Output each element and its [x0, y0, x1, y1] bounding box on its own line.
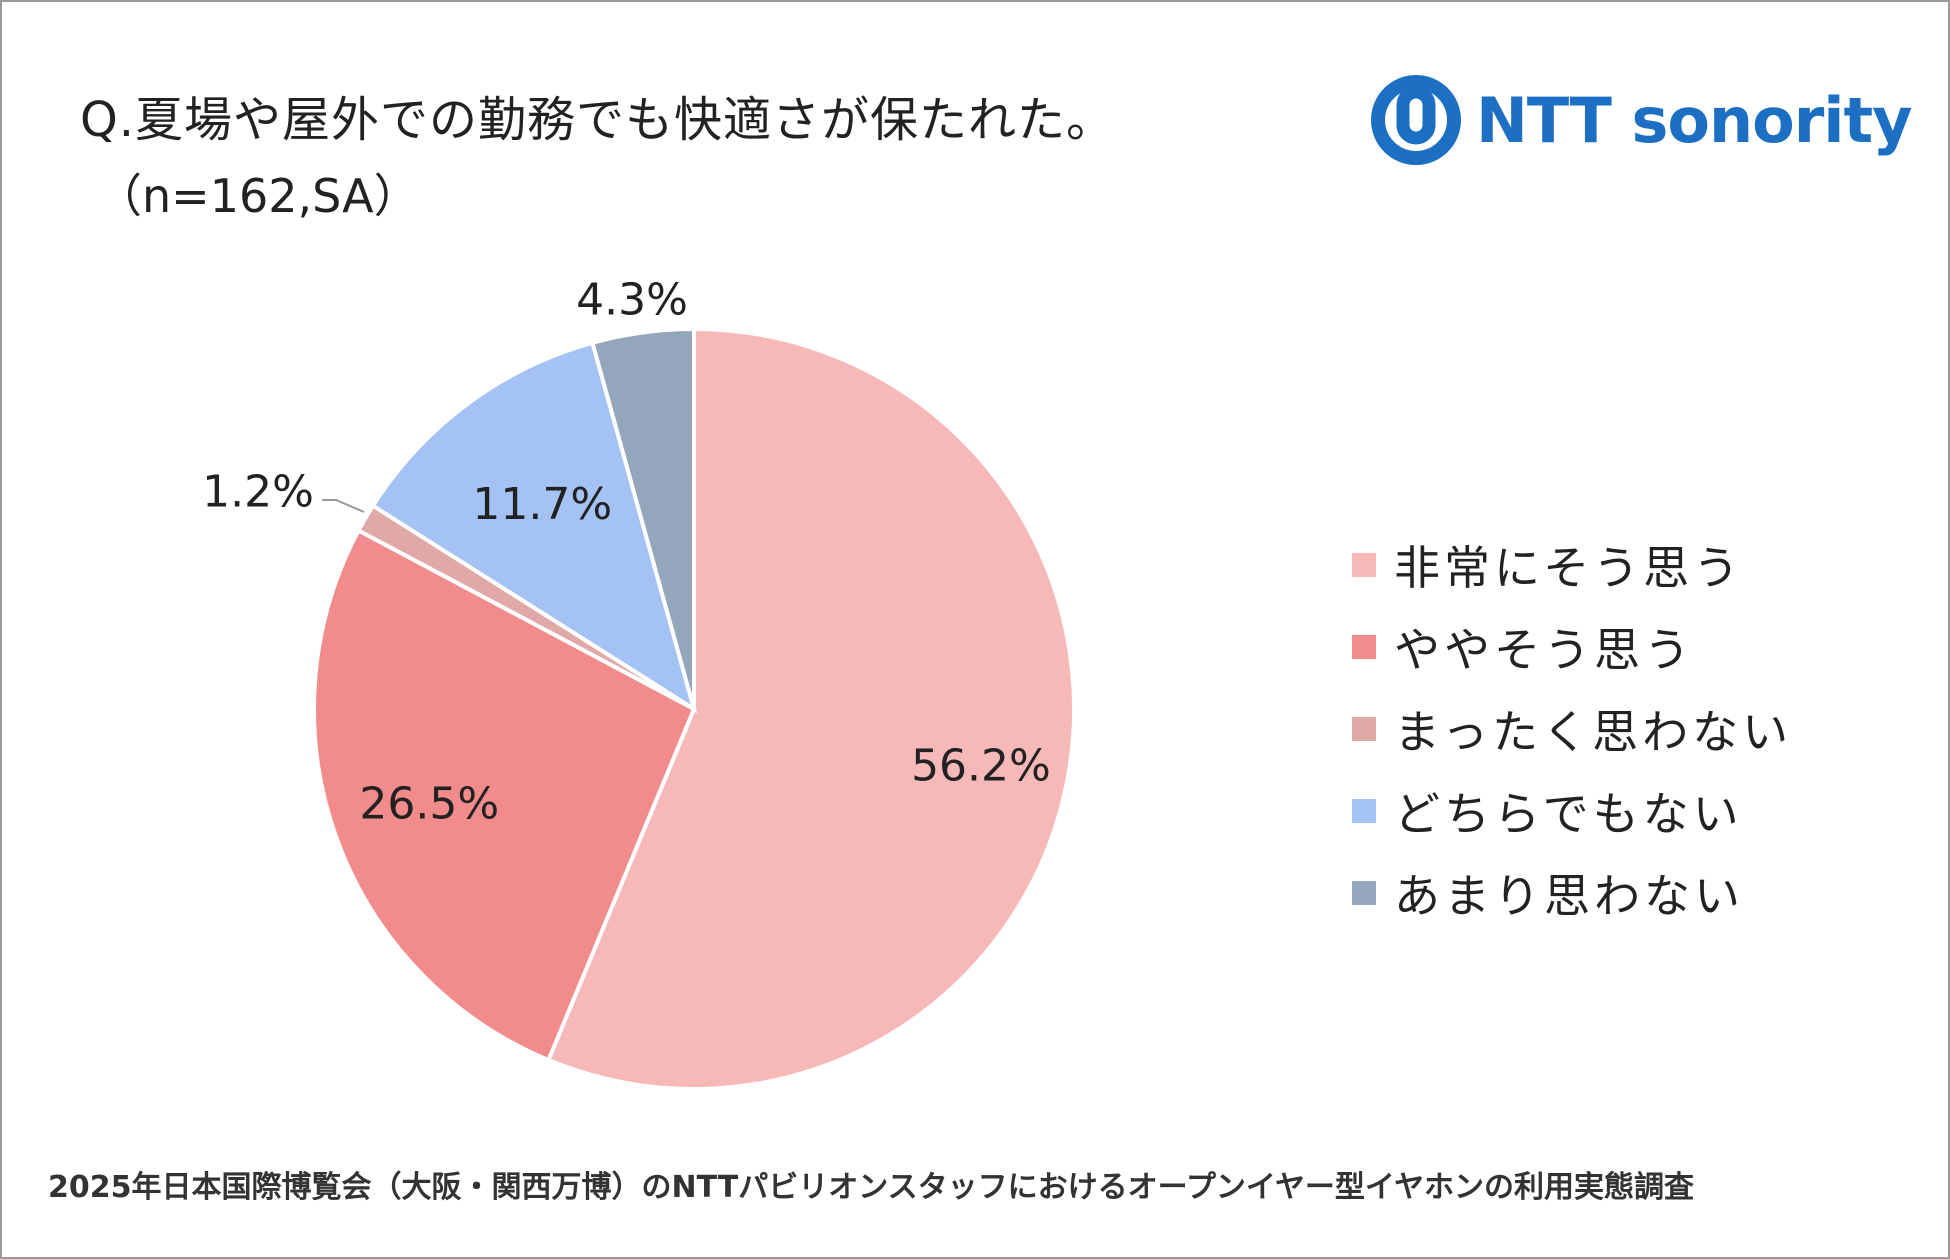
pie-slice-2: [312, 527, 697, 1063]
data-label-4: 11.7%: [472, 479, 612, 530]
brand-logo: NTT sonority: [1368, 70, 1913, 170]
legend-item-3: まったく思わない: [1352, 688, 1792, 770]
legend-label: あまり思わない: [1394, 869, 1744, 923]
pie-slice-1: [545, 326, 1076, 1091]
legend-swatch: [1352, 717, 1376, 741]
data-label-3: 1.2%: [202, 467, 314, 518]
data-label-1: 56.2%: [911, 741, 1051, 792]
legend-item-2: ややそう思う: [1352, 606, 1792, 688]
data-label-2: 26.5%: [359, 778, 499, 829]
legend-swatch: [1352, 635, 1376, 659]
legend-item-4: どちらでもない: [1352, 770, 1792, 852]
pie-slice-5: [590, 326, 696, 710]
legend-item-5: あまり思わない: [1352, 852, 1792, 934]
chart-legend: 非常にそう思う ややそう思うまったく思わない どちらでもない あまり思わない: [1352, 524, 1792, 934]
legend-swatch: [1352, 553, 1376, 577]
legend-label: どちらでもない: [1394, 787, 1743, 841]
legend-label: 非常にそう思う: [1394, 541, 1744, 595]
chart-title: Q.夏場や屋外での勤務でも快適さが保たれた。: [80, 92, 1116, 148]
pie-slice-4: [370, 340, 698, 714]
legend-swatch: [1352, 799, 1376, 823]
data-label-leader-3: [322, 499, 365, 513]
logo-text: NTT sonority: [1476, 83, 1913, 157]
footer-source: 2025年日本国際博覧会（大阪・関西万博）のNTTパビリオンスタッフにおけるオー…: [48, 1170, 1695, 1205]
legend-label: ややそう思う: [1394, 623, 1694, 677]
data-label-5: 4.3%: [576, 275, 688, 326]
legend-label: まったく思わない: [1394, 705, 1793, 759]
chart-subtitle: （n=162,SA）: [96, 169, 420, 223]
legend-swatch: [1352, 881, 1376, 905]
ntt-logo-icon: [1371, 75, 1461, 165]
legend-item-1: 非常にそう思う: [1352, 524, 1792, 606]
